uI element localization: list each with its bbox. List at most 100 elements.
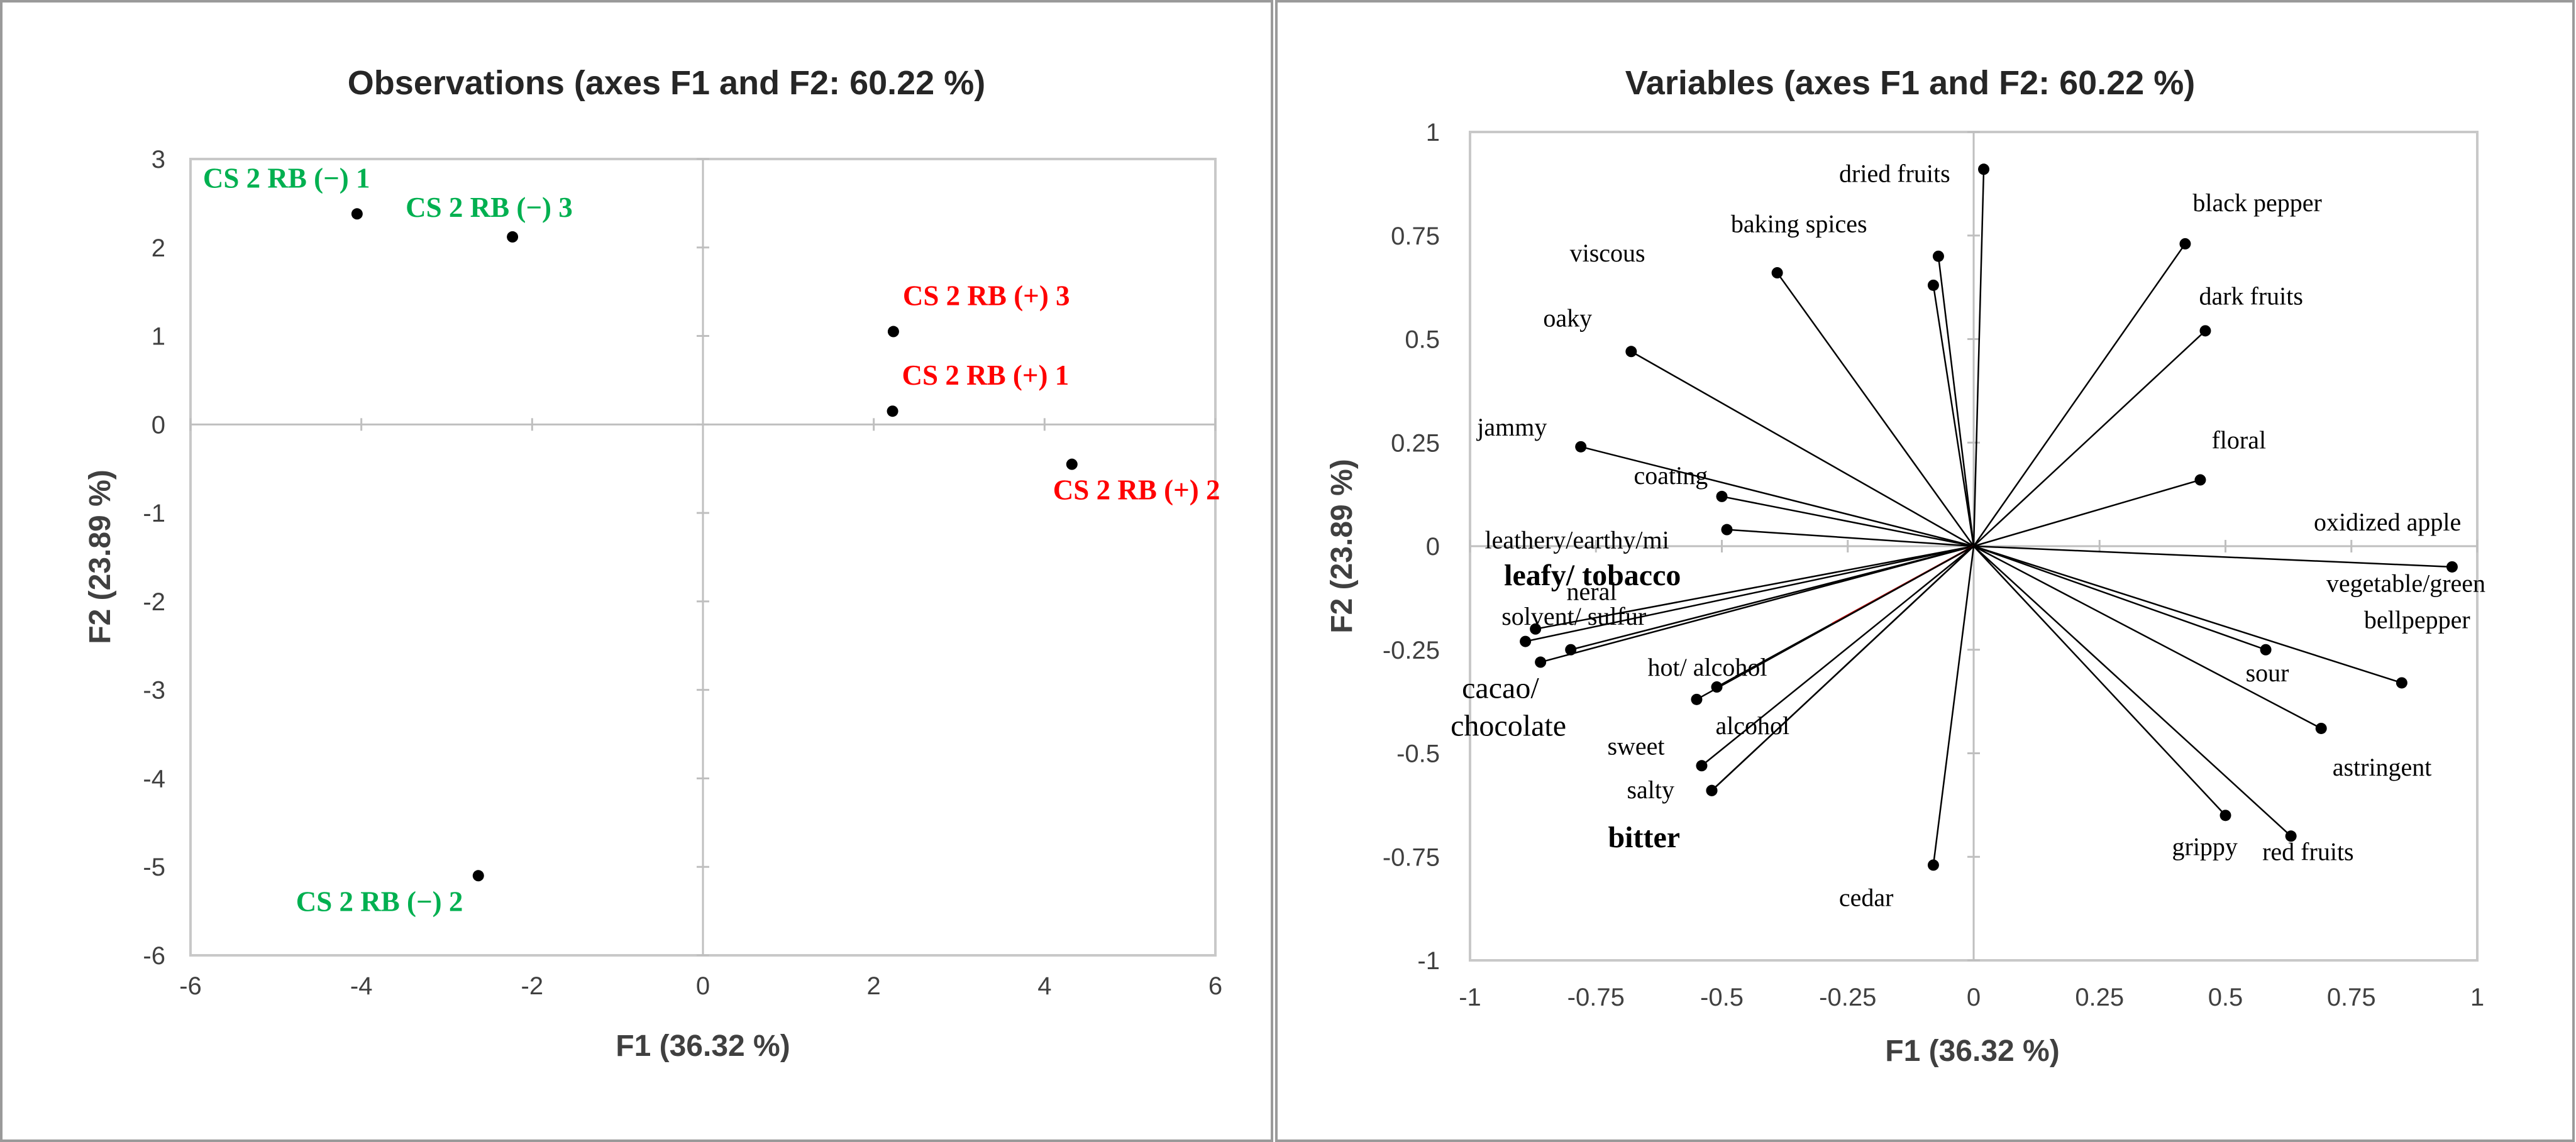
observations-y-tick-label: 2: [152, 234, 165, 262]
variable-vector-cedar: [1932, 546, 1975, 865]
variable-point-dried-fruits: [1978, 163, 1990, 175]
variable-label-viscous: viscous: [1570, 239, 1645, 267]
variable-point-sour: [2260, 644, 2272, 656]
observations-chart: Observations (axes F1 and F2: 60.22 %) -…: [84, 64, 1222, 1063]
variable-label-cedar: cedar: [1839, 883, 1894, 911]
variable-point-unlabeled-14: [1520, 635, 1532, 647]
observations-y-tick-label: -4: [143, 765, 165, 793]
variable-label-astringent: astringent: [2333, 753, 2432, 781]
variable-vector-unlabeled-2: [1932, 285, 1975, 547]
variable-vector-vegetable-green-bellpepper: [1973, 545, 2402, 684]
variable-vector-viscous: [1776, 272, 1975, 547]
variable-point-cacao-chocolate: [1535, 656, 1547, 668]
variable-vector-red-fruits: [1973, 546, 2292, 837]
variable-label-black-pepper: black pepper: [2192, 189, 2321, 217]
variable-point-grippy: [2219, 810, 2231, 821]
variable-point-jammy: [1575, 441, 1587, 453]
variable-point-bitter: [1706, 784, 1718, 796]
variable-point-red-fruits: [2285, 830, 2297, 842]
variables-y-tick-label: 0.75: [1391, 222, 1440, 250]
variables-y-tick-label: -0.5: [1396, 740, 1440, 768]
variable-label-dried-fruits: dried fruits: [1839, 159, 1950, 187]
variables-x-tick-label: 0.75: [2327, 984, 2376, 1011]
observations-y-tick-label: -3: [143, 677, 165, 705]
variable-point-baking-spices: [1932, 250, 1944, 262]
variable-label-cacao-chocolate: cacao/chocolate: [1451, 672, 1566, 743]
observations-x-tick-label: -2: [521, 972, 544, 1000]
observation-label-cs-2-rb-2: CS 2 RB (−) 2: [296, 886, 463, 917]
variables-x-axis-label: F1 (36.32 %): [1885, 1035, 2059, 1068]
observations-x-tick-label: 2: [867, 972, 881, 1000]
variable-point-alcohol: [1691, 693, 1703, 705]
variable-label-sweet: sweet: [1607, 732, 1664, 760]
observations-y-tick-label: 3: [152, 146, 165, 173]
observations-x-tick-label: -4: [350, 972, 373, 1000]
variables-y-tick-label: -1: [1417, 947, 1440, 975]
variables-x-tick-label: 0.5: [2208, 984, 2243, 1011]
variable-label-bitter: bitter: [1608, 821, 1680, 854]
variable-point-oxidized-apple: [2446, 561, 2458, 573]
variable-label-leafy-tobacco: leafy/ tobacco: [1504, 559, 1681, 592]
observation-label-cs-2-rb-1: CS 2 RB (−) 1: [203, 162, 370, 194]
observations-y-tick-label: -2: [143, 588, 165, 616]
variable-point-dark-fruits: [2199, 325, 2211, 337]
variable-vector-oaky: [1630, 351, 1974, 547]
variable-point-vegetable-green-bellpepper: [2396, 677, 2407, 689]
variable-label-floral: floral: [2211, 426, 2266, 454]
variable-point-leafy-tobacco: [1530, 623, 1542, 635]
variable-vector-alcohol: [1696, 545, 1974, 700]
observations-marks: -6 -4 -2 0 2 4 6 -6 -5 -4 -3 -2 -1 0 1 2 3 CS 2 RB (−) 1 C…: [143, 146, 1222, 1000]
variable-label-oxidized-apple: oxidized apple: [2314, 508, 2461, 536]
variable-label-dark-fruits: dark fruits: [2199, 282, 2303, 310]
variable-vector-sour: [1973, 545, 2266, 651]
observations-x-tick-label: 0: [696, 972, 710, 1000]
variable-point-unlabeled-2: [1927, 279, 1939, 291]
variable-vector-jammy: [1580, 446, 1974, 547]
variables-y-axis-label: F2 (23.89 %): [1325, 459, 1359, 633]
variables-marks: -1 -0.75 -0.5 -0.25 0 0.25 0.5 0.75 1 -1 -0.75 -0.5…: [1383, 119, 2485, 1011]
observations-y-tick-label: 1: [152, 323, 165, 351]
variables-panel-frame: [1275, 0, 2575, 1142]
observation-label-cs-2-rb-2: CS 2 RB (+) 2: [1053, 475, 1220, 506]
variables-chart-title: Variables (axes F1 and F2: 60.22 %): [1625, 64, 2195, 102]
variable-label-baking-spices: baking spices: [1731, 210, 1867, 238]
variable-vector-leathery-earthy-mi-neral: [1727, 529, 1974, 547]
variables-x-tick-label: -0.25: [1819, 984, 1876, 1011]
observations-x-tick-label: 6: [1208, 972, 1222, 1000]
variable-label-red-fruits: red fruits: [2262, 837, 2354, 865]
variable-vector-coating: [1722, 495, 1974, 547]
variable-label-salty: salty: [1627, 776, 1674, 804]
variable-label-sour: sour: [2246, 659, 2289, 687]
variables-y-tick-label: -0.25: [1383, 637, 1440, 664]
variable-vector-unlabeled-14: [1525, 545, 1974, 642]
variables-x-tick-label: -0.75: [1567, 984, 1625, 1011]
variable-point-cedar: [1927, 859, 1939, 871]
variables-x-tick-label: -0.5: [1700, 984, 1744, 1011]
variable-label-vegetable-green-bellpepper: vegetable/green bellpepper: [2326, 569, 2485, 634]
observation-point-cs-2-rb-1: [351, 208, 363, 220]
observations-x-axis-label: F1 (36.32 %): [616, 1029, 790, 1063]
observation-label-cs-2-rb-3: CS 2 RB (+) 3: [903, 280, 1070, 312]
variable-vector-dark-fruits: [1973, 330, 2206, 547]
observations-panel-frame: [0, 0, 1273, 1142]
variable-label-coating: coating: [1634, 461, 1708, 490]
variable-vector-astringent: [1973, 545, 2322, 730]
variable-label-oaky: oaky: [1543, 304, 1592, 332]
variable-vector-baking-spices: [1937, 256, 1975, 547]
variable-point-black-pepper: [2179, 238, 2191, 250]
variable-point-viscous: [1771, 267, 1783, 279]
observations-chart-title: Observations (axes F1 and F2: 60.22 %): [348, 64, 985, 102]
variable-vector-dried-fruits: [1972, 169, 1985, 547]
variable-point-leathery-earthy-mi-neral: [1721, 524, 1733, 535]
variable-point-floral: [2194, 474, 2206, 486]
variable-label-solvent-sulfur: solvent/ sulfur: [1501, 602, 1646, 630]
observation-point-cs-2-rb-3: [887, 326, 899, 338]
observation-label-cs-2-rb-3: CS 2 RB (−) 3: [406, 192, 573, 223]
observations-y-axis-label: F2 (23.89 %): [84, 469, 117, 644]
variable-vector-floral: [1973, 479, 2201, 547]
observations-x-tick-label: -6: [179, 972, 202, 1000]
variable-label-grippy: grippy: [2172, 832, 2238, 860]
variable-point-coating: [1716, 490, 1728, 502]
observations-y-tick-label: 0: [152, 411, 165, 439]
